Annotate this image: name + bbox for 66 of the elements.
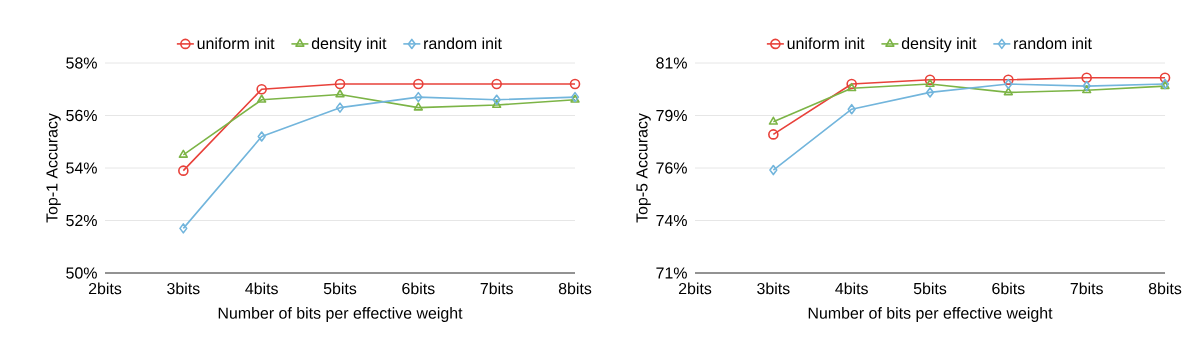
point <box>257 131 266 142</box>
x-tick-label: 5bits <box>913 282 947 295</box>
y-tick-label: 50% <box>66 267 97 279</box>
y-tick-label: 71% <box>656 267 687 279</box>
y-axis-title: Top-1 Accuracy <box>46 113 61 223</box>
point <box>847 103 856 115</box>
y-tick-label: 76% <box>656 162 687 174</box>
x-tick-label: 6bits <box>992 282 1025 295</box>
legend-label: random init <box>424 37 502 50</box>
point <box>1082 80 1091 92</box>
y-tick-label: 54% <box>66 162 97 174</box>
point <box>1081 72 1092 83</box>
point <box>925 78 935 88</box>
y-tick-label: 52% <box>66 214 97 227</box>
point <box>569 78 581 90</box>
point <box>413 102 424 111</box>
x-tick-label: 3bits <box>167 282 200 295</box>
point <box>492 94 501 106</box>
point <box>925 87 935 98</box>
point <box>1003 87 1014 96</box>
point <box>846 78 857 90</box>
legend-label: uniform init <box>787 37 865 50</box>
x-tick-label: 8bits <box>1148 282 1182 295</box>
point <box>846 82 857 92</box>
x-tick-label: 2bits <box>678 282 712 295</box>
legend-label: density init <box>901 37 977 53</box>
point <box>178 149 189 158</box>
x-tick-label: 6bits <box>402 282 435 295</box>
y-tick-label: 74% <box>656 214 687 227</box>
point <box>769 164 778 176</box>
point <box>1159 72 1171 83</box>
point <box>768 116 779 125</box>
point <box>256 94 267 103</box>
point <box>1081 85 1092 94</box>
y-tick-label: 56% <box>66 109 97 122</box>
legend-label: uniform init <box>197 37 275 50</box>
point <box>924 74 936 86</box>
point <box>179 223 188 234</box>
point <box>768 129 779 140</box>
x-tick-label: 3bits <box>757 282 790 295</box>
y-tick-label: 81% <box>656 57 687 69</box>
point <box>334 78 346 90</box>
point <box>491 99 502 109</box>
x-tick-label: 4bits <box>245 282 278 295</box>
x-tick-label: 7bits <box>1070 282 1103 295</box>
x-axis-title: Number of bits per effective weight <box>808 307 1053 322</box>
point <box>178 165 189 176</box>
point <box>1004 78 1013 90</box>
y-tick-label: 79% <box>656 109 687 122</box>
point <box>491 78 502 90</box>
x-tick-label: 2bits <box>88 282 122 295</box>
y-axis-title: Top-5 Accuracy <box>636 113 651 223</box>
point <box>1003 74 1014 86</box>
point <box>414 91 423 103</box>
point <box>413 78 424 90</box>
x-tick-label: 7bits <box>480 282 513 295</box>
point <box>256 83 267 95</box>
point <box>335 89 345 98</box>
x-tick-label: 4bits <box>835 282 868 295</box>
legend-label: density init <box>311 37 387 53</box>
x-tick-label: 5bits <box>323 282 357 295</box>
x-axis-title: Number of bits per effective weight <box>218 307 463 322</box>
legend-label: random init <box>1014 37 1092 50</box>
y-tick-label: 58% <box>66 57 97 69</box>
point <box>335 102 345 113</box>
x-tick-label: 8bits <box>558 282 592 295</box>
